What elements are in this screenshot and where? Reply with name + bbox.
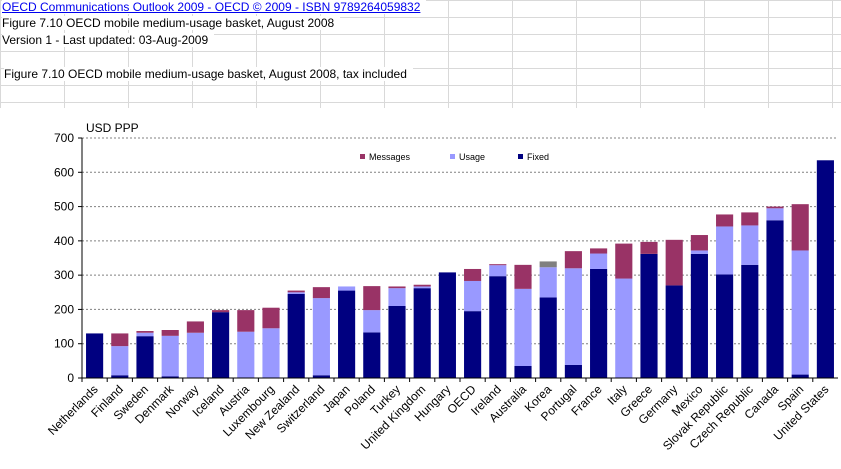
bar-segment-fixed (816, 160, 834, 378)
y-tick-label: 200 (54, 302, 74, 316)
chart-subtitle: Figure 7.10 OECD mobile medium-usage bas… (4, 67, 413, 81)
bar-segment-usage (136, 332, 154, 337)
bar-segment-usage (564, 268, 582, 365)
bar-segment-messages (413, 284, 431, 287)
bar-segment-fixed (564, 364, 582, 378)
bar-segment-fixed (716, 274, 734, 378)
bar-segment-usage (766, 208, 784, 221)
y-tick-label: 700 (54, 131, 74, 145)
bar-segment-usage (590, 253, 608, 269)
bar-segment-usage (237, 331, 255, 378)
legend-swatch-usage (450, 154, 455, 159)
bar-segment-messages (640, 241, 658, 254)
bar-segment-usage (363, 310, 381, 333)
source-link[interactable]: OECD Communications Outlook 2009 - OECD … (2, 0, 427, 14)
bar-segment-messages (237, 310, 255, 332)
bar-segment-messages (388, 286, 406, 289)
bar-segment-usage (464, 280, 482, 312)
bar-segment-messages (312, 287, 330, 299)
bar-segment-usage (690, 250, 708, 254)
bar-segment-usage (539, 267, 557, 298)
bar-segment-fixed (766, 220, 784, 378)
bar-segment-fixed (136, 336, 154, 378)
bar-segment-messages (615, 243, 633, 279)
version-info: Version 1 - Last updated: 03-Aug-2009 (2, 33, 215, 47)
bar-segment-usage (741, 225, 759, 265)
bar-segment-fixed (86, 333, 104, 378)
y-tick-label: 0 (67, 371, 74, 385)
bar-segment-usage (514, 288, 532, 366)
bar-segment-messages (590, 248, 608, 254)
bar-segment-messages (464, 268, 482, 281)
bar-segment-fixed (161, 376, 179, 378)
y-tick-label: 300 (54, 268, 74, 282)
y-axis-label: USD PPP (86, 121, 139, 135)
bar-segment-fixed (590, 268, 608, 378)
bar-segment-messages (791, 204, 809, 251)
bar-segment-fixed (111, 375, 129, 378)
bar-segment-fixed (665, 285, 683, 378)
bar-segment-messages (212, 310, 230, 313)
legend-label-fixed: Fixed (527, 152, 549, 162)
bar-segment-messages (665, 239, 683, 286)
bar-segment-fixed (514, 366, 532, 378)
legend-swatch-fixed (518, 154, 523, 159)
bar-segment-messages (690, 235, 708, 251)
bar-segment-usage (111, 346, 129, 376)
bar-segment-messages (766, 206, 784, 209)
bar-segment-fixed (338, 290, 356, 378)
bar-segment-messages (716, 214, 734, 227)
bar-segment-usage (388, 288, 406, 306)
bar-segment-messages (741, 212, 759, 226)
bar-segment-fixed (363, 332, 381, 378)
bar-segment-usage (338, 286, 356, 291)
bar-segment-messages (287, 290, 305, 293)
legend-label-usage: Usage (459, 152, 485, 162)
y-tick-label: 400 (54, 234, 74, 248)
bar-segment-fixed (539, 297, 557, 378)
figure-title: Figure 7.10 OECD mobile medium-usage bas… (2, 16, 341, 30)
bar-segment-usage (161, 335, 179, 377)
y-tick-label: 600 (54, 165, 74, 179)
bar-segment-usage (312, 298, 330, 376)
bar-segment-fixed (690, 253, 708, 378)
bar-segment-messages (363, 286, 381, 311)
bar-segment-usage (489, 265, 507, 277)
bar-segment-usage (615, 278, 633, 378)
bar-segment-usage (791, 250, 809, 375)
bar-segment-usage (287, 292, 305, 294)
bar-segment-fixed (287, 294, 305, 378)
bar-segment-fixed (640, 253, 658, 378)
bar-segment-messages (186, 321, 204, 333)
bar-segment-fixed (413, 288, 431, 378)
bar-segment-fixed (791, 374, 809, 378)
bar-segment-messages (111, 333, 129, 347)
bar-segment-messages (564, 251, 582, 269)
bar-segment-usage (716, 226, 734, 275)
chart-area: 0 100 200 300 400 500 600 700 USD PPP Netherlands… (0, 108, 841, 464)
bar-segment-usage (186, 332, 204, 378)
bar-segment-fixed (212, 312, 230, 378)
bar-segment-messages (136, 331, 154, 333)
bar-segment-fixed (464, 311, 482, 378)
bar-segment-other (539, 261, 557, 268)
y-tick-label: 500 (54, 200, 74, 214)
bar-segment-messages (262, 307, 280, 329)
bar-segment-fixed (312, 375, 330, 378)
bar-segment-fixed (489, 276, 507, 378)
bar-segment-fixed (438, 272, 456, 378)
legend-label-messages: Messages (369, 152, 411, 162)
bar-segment-fixed (741, 264, 759, 378)
y-tick-label: 100 (54, 337, 74, 351)
bar-segment-usage (413, 286, 431, 289)
bar-segment-messages (161, 330, 179, 336)
legend-swatch-messages (360, 154, 365, 159)
bar-segment-usage (262, 328, 280, 378)
bar-segment-messages (514, 264, 532, 289)
bar-segment-fixed (388, 306, 406, 378)
bar-segment-messages (489, 264, 507, 266)
